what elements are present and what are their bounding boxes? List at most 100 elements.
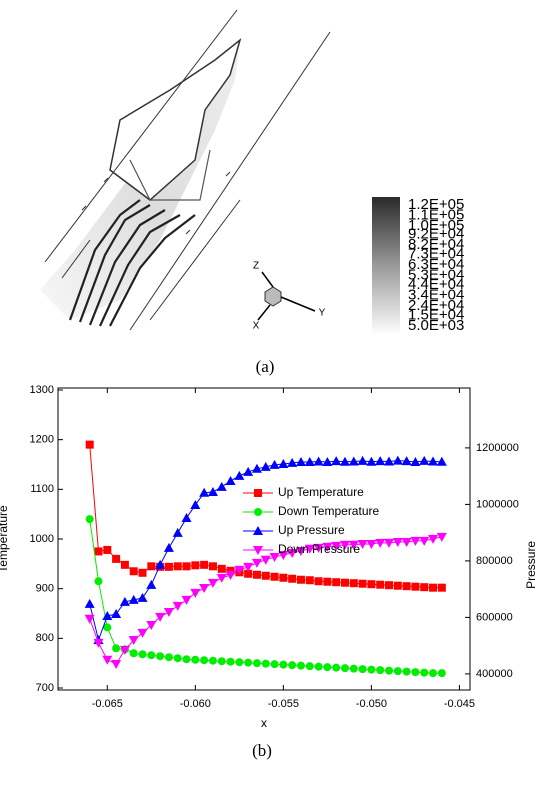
legend-marker — [254, 508, 262, 516]
marker — [121, 561, 129, 569]
y2-axis-label: Pressure — [524, 541, 538, 589]
marker — [130, 567, 138, 575]
marker — [217, 482, 227, 491]
marker — [156, 652, 164, 660]
y-tick-label: 900 — [36, 583, 54, 595]
marker — [138, 593, 148, 602]
marker — [331, 456, 341, 465]
marker — [341, 579, 349, 587]
marker — [191, 656, 199, 664]
marker — [429, 584, 437, 592]
marker — [376, 581, 384, 589]
marker — [411, 583, 419, 591]
marker — [315, 577, 323, 585]
legend-label: Down Pressure — [278, 542, 360, 556]
x-tick-label: -0.055 — [268, 698, 299, 710]
marker — [297, 576, 305, 584]
x-tick-label: -0.045 — [444, 698, 475, 710]
marker — [375, 456, 385, 465]
marker — [182, 513, 192, 522]
marker — [208, 487, 218, 496]
marker — [385, 581, 393, 589]
contour-image — [40, 10, 330, 330]
triad-label: X — [253, 321, 260, 332]
page: 1.2E+051.1E+051.0E+059.2E+048.2E+047.3E+… — [0, 0, 541, 793]
marker — [252, 559, 262, 568]
legend-label: Up Pressure — [278, 523, 345, 537]
marker — [394, 582, 402, 590]
y-tick-label: 1100 — [30, 483, 54, 495]
marker — [200, 561, 208, 569]
marker — [358, 456, 368, 465]
marker — [183, 562, 191, 570]
marker — [174, 562, 182, 570]
marker — [218, 565, 226, 573]
marker — [271, 660, 279, 668]
marker — [341, 664, 349, 672]
marker — [217, 574, 227, 583]
y2-tick-label: 800000 — [476, 555, 513, 567]
marker — [227, 658, 235, 666]
marker — [147, 562, 155, 570]
marker — [146, 580, 156, 589]
marker — [226, 571, 236, 580]
marker — [183, 655, 191, 663]
x-tick-label: -0.065 — [92, 698, 123, 710]
marker — [139, 650, 147, 658]
marker — [376, 666, 384, 674]
marker — [112, 555, 120, 563]
x-tick-label: -0.060 — [180, 698, 211, 710]
marker — [332, 664, 340, 672]
y2-tick-label: 600000 — [476, 611, 513, 623]
marker — [226, 476, 236, 485]
marker — [102, 656, 112, 665]
marker — [235, 658, 243, 666]
marker — [111, 609, 121, 618]
marker — [147, 651, 155, 659]
marker — [279, 574, 287, 582]
marker — [367, 580, 375, 588]
marker — [165, 653, 173, 661]
marker — [112, 644, 120, 652]
marker — [367, 666, 375, 674]
y2-tick-label: 1000000 — [476, 498, 519, 510]
marker — [411, 668, 419, 676]
marker — [164, 543, 174, 552]
marker — [288, 661, 296, 669]
marker — [306, 662, 314, 670]
triad-label: Z — [253, 261, 259, 272]
marker — [111, 660, 121, 669]
marker — [420, 583, 428, 591]
y-tick-label: 1300 — [30, 384, 54, 396]
marker — [200, 656, 208, 664]
marker — [306, 576, 314, 584]
y2-tick-label: 1200000 — [476, 442, 519, 454]
marker — [165, 563, 173, 571]
marker — [359, 580, 367, 588]
marker — [138, 629, 148, 638]
marker — [218, 657, 226, 665]
marker — [323, 578, 331, 586]
axis-triad — [258, 272, 315, 320]
figure: 1.2E+051.1E+051.0E+059.2E+048.2E+047.3E+… — [0, 0, 541, 793]
marker — [359, 665, 367, 673]
marker — [403, 582, 411, 590]
marker — [279, 661, 287, 669]
legend-marker — [254, 489, 262, 497]
marker — [208, 579, 218, 588]
marker — [199, 584, 209, 593]
marker — [94, 547, 102, 555]
marker — [314, 456, 324, 465]
marker — [191, 561, 199, 569]
marker — [243, 467, 253, 476]
caption: (b) — [252, 741, 272, 760]
marker — [323, 663, 331, 671]
marker — [262, 572, 270, 580]
marker — [173, 602, 183, 611]
marker — [420, 669, 428, 677]
marker — [85, 599, 95, 608]
y2-tick-label: 400000 — [476, 668, 513, 680]
marker — [139, 569, 147, 577]
marker — [209, 657, 217, 665]
marker — [429, 669, 437, 677]
